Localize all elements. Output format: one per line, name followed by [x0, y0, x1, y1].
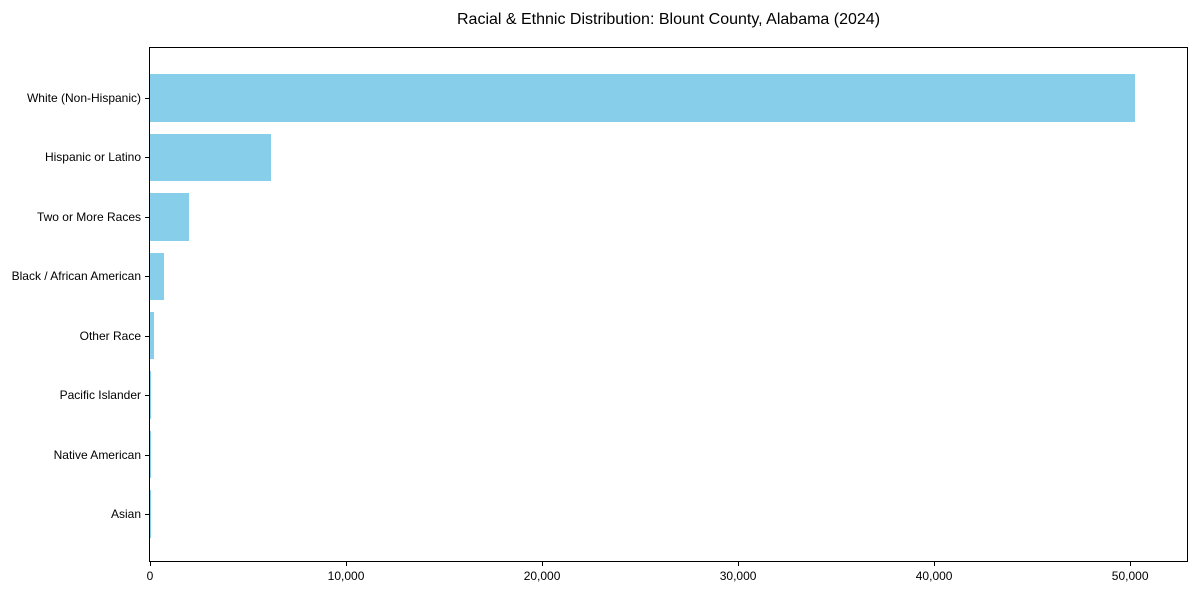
chart-title: Racial & Ethnic Distribution: Blount Cou…	[456, 11, 881, 28]
x-axis-tick	[738, 561, 740, 566]
y-axis-tick	[145, 98, 150, 99]
y-category-label: Black / African American	[11, 269, 141, 284]
bar-black-african-american	[150, 252, 165, 301]
x-axis-tick	[346, 561, 348, 566]
bar-white-non-hispanic	[150, 74, 1136, 122]
y-axis-tick	[145, 395, 150, 397]
y-axis-tick	[145, 216, 150, 218]
y-category-label: Other Race	[79, 328, 141, 343]
bar-two-or-more-races	[150, 193, 190, 241]
bar-other-race	[150, 311, 155, 360]
y-category-label: Pacific Islander	[59, 388, 141, 403]
bar-native-american	[150, 430, 151, 479]
y-axis-tick	[145, 335, 150, 337]
y-category-label: Native American	[53, 447, 141, 462]
bar-pacific-islander	[150, 371, 151, 419]
plot-area: White (Non-Hispanic) Hispanic or Latino Tw…	[12, 47, 1188, 583]
y-category-label: Two or More Races	[36, 209, 141, 224]
y-category-label: White (Non-Hispanic)	[26, 91, 141, 105]
y-category-label: Hispanic or Latino	[44, 150, 141, 165]
x-tick-label: 30,000	[719, 569, 757, 583]
y-axis-tick	[145, 454, 150, 456]
x-tick-label: 40,000	[915, 569, 953, 583]
x-tick-label: 50,000	[1111, 569, 1149, 583]
x-axis-tick	[1130, 561, 1132, 566]
x-tick-label: 0	[146, 569, 154, 583]
y-axis-tick	[145, 514, 150, 515]
x-tick-label: 20,000	[523, 569, 561, 583]
y-axis-tick	[145, 276, 150, 278]
y-category-label: Asian	[110, 507, 141, 521]
y-axis-tick	[145, 157, 150, 159]
x-axis-tick	[150, 561, 151, 566]
x-axis-tick	[934, 561, 936, 566]
bar-hispanic-or-latino	[150, 133, 271, 182]
x-tick-label: 10,000	[327, 569, 365, 583]
x-axis-tick	[542, 561, 544, 566]
